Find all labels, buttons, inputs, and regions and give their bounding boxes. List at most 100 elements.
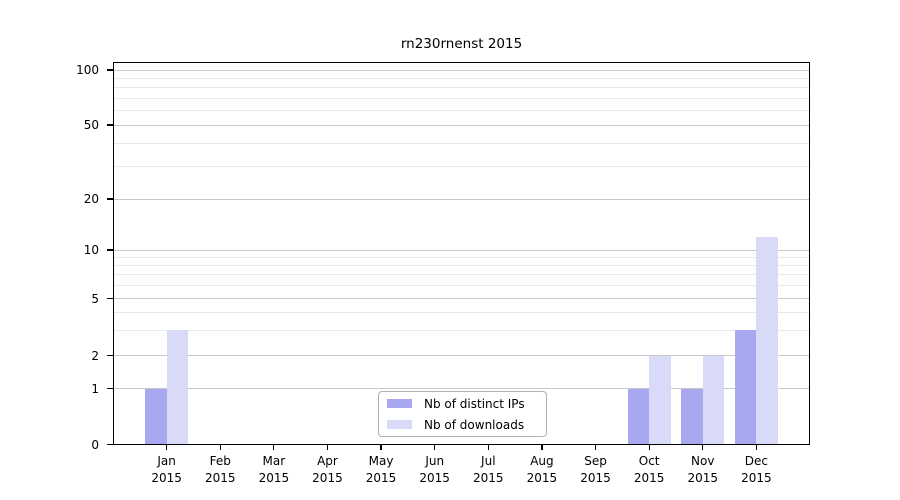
x-axis-tick-label: Jul 2015 [456, 453, 520, 487]
legend: Nb of distinct IPs Nb of downloads [378, 391, 547, 437]
minor-gridline [113, 77, 810, 79]
x-label-year: 2015 [419, 471, 450, 485]
bar-distinct-ips-jan [145, 388, 167, 445]
y-axis-tick [107, 198, 113, 200]
legend-item-downloads: Nb of downloads [387, 418, 538, 432]
major-gridline [113, 69, 810, 71]
y-axis-tick [107, 249, 113, 251]
major-gridline [113, 249, 810, 251]
x-axis-tick [273, 444, 275, 450]
x-axis-tick-label: Jan 2015 [135, 453, 199, 487]
y-axis-tick-label: 20 [83, 192, 99, 206]
x-label-year: 2015 [687, 471, 719, 485]
x-axis-tick-label: Dec 2015 [724, 453, 788, 487]
y-axis-tick [107, 69, 113, 71]
bar-downloads-oct [649, 355, 671, 445]
y-axis-tick-label: 10 [83, 243, 99, 257]
y-axis-tick [107, 124, 113, 126]
legend-item-distinct-ips: Nb of distinct IPs [387, 397, 538, 411]
minor-gridline [113, 274, 810, 276]
minor-gridline [113, 87, 810, 89]
major-gridline [113, 298, 810, 299]
bar-downloads-dec [756, 236, 778, 445]
minor-gridline [113, 329, 810, 331]
chart-title: rn230rnenst 2015 [400, 36, 523, 52]
y-axis-tick-label: 50 [83, 118, 99, 132]
y-axis-tick [107, 443, 113, 446]
x-axis-tick-label: Nov 2015 [671, 453, 735, 487]
bar-distinct-ips-oct [627, 388, 650, 445]
minor-gridline [113, 256, 810, 258]
x-label-year: 2015 [258, 471, 290, 485]
legend-label-distinct-ips: Nb of distinct IPs [424, 396, 525, 411]
y-axis-tick-label: 100 [76, 63, 99, 77]
minor-gridline [113, 165, 810, 167]
x-axis-tick-label: Sep 2015 [564, 453, 628, 487]
x-label-month: Nov [691, 454, 715, 468]
x-label-month: Sep [584, 454, 607, 468]
y-axis-tick [107, 354, 113, 357]
y-axis-tick-label: 1 [91, 381, 99, 396]
x-label-month: Feb [209, 454, 231, 468]
x-axis-tick [487, 444, 489, 450]
x-axis-tick [166, 444, 168, 450]
major-gridline [113, 388, 810, 389]
minor-gridline [113, 285, 810, 287]
bar-distinct-ips-nov [681, 388, 703, 445]
minor-gridline [113, 265, 810, 267]
x-axis-tick [541, 444, 543, 450]
minor-gridline [113, 311, 810, 313]
x-label-month: Aug [530, 454, 554, 468]
x-label-year: 2015 [204, 471, 236, 485]
x-label-month: Oct [638, 454, 660, 468]
x-axis-tick [380, 444, 382, 450]
legend-swatch-distinct-ips [387, 399, 412, 408]
major-gridline [113, 355, 810, 356]
minor-gridline [113, 97, 810, 99]
x-axis-tick-label: Apr 2015 [295, 453, 359, 487]
y-axis-tick-label: 0 [91, 437, 99, 452]
x-axis-tick [755, 444, 757, 450]
bar-distinct-ips-dec [734, 330, 757, 445]
x-label-year: 2015 [365, 471, 397, 485]
x-axis-tick-label: Oct 2015 [617, 453, 681, 487]
x-label-year: 2015 [526, 471, 558, 485]
x-axis-tick-label: Jun 2015 [403, 453, 467, 487]
minor-gridline [113, 142, 810, 144]
x-label-month: Apr [317, 454, 338, 468]
y-axis-tick-label: 2 [91, 348, 99, 363]
bar-downloads-jan [166, 330, 189, 445]
x-label-year: 2015 [580, 471, 611, 485]
x-label-year: 2015 [312, 471, 343, 485]
y-axis-tick [107, 387, 113, 390]
x-label-month: Jun [425, 454, 445, 468]
x-label-month: Mar [262, 454, 286, 468]
y-axis-tick [107, 297, 113, 300]
x-label-year: 2015 [151, 471, 182, 485]
x-axis-tick [648, 444, 650, 450]
legend-swatch-downloads [387, 420, 412, 429]
x-label-year: 2015 [633, 471, 665, 485]
x-axis-tick [594, 444, 597, 450]
major-gridline [113, 124, 810, 126]
x-label-year: 2015 [473, 471, 504, 485]
x-axis-tick-label: Feb 2015 [188, 453, 252, 487]
minor-gridline [113, 110, 810, 112]
y-axis-tick-label: 5 [91, 291, 99, 306]
x-label-month: Jan [157, 454, 176, 468]
legend-label-downloads: Nb of downloads [424, 417, 525, 432]
x-axis-tick-label: Aug 2015 [510, 453, 574, 487]
x-label-month: Jul [481, 454, 496, 468]
x-axis-tick [702, 444, 704, 450]
x-axis-tick-label: May 2015 [349, 453, 413, 487]
bar-downloads-nov [702, 355, 725, 445]
x-label-year: 2015 [741, 471, 772, 485]
x-axis-tick [326, 444, 329, 450]
x-label-month: Dec [744, 454, 768, 468]
x-axis-tick [434, 444, 436, 450]
x-label-month: May [368, 454, 394, 468]
x-axis-tick [219, 444, 221, 450]
major-gridline [113, 198, 810, 200]
x-axis-tick-label: Mar 2015 [242, 453, 306, 487]
